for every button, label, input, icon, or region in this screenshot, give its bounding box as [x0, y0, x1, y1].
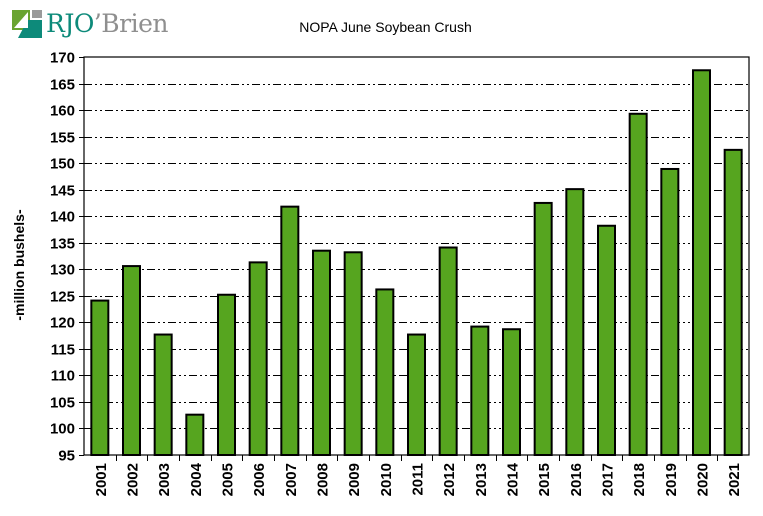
logo-mark-icon — [12, 10, 42, 38]
bar-2011 — [407, 333, 426, 456]
company-logo: RJO’Brien — [12, 9, 169, 39]
x-tick-label: 2011 — [410, 463, 427, 496]
bar-2003 — [153, 333, 173, 456]
y-tick-label: 105 — [50, 395, 75, 412]
x-tick-label: 2019 — [663, 463, 680, 496]
bar-2001 — [90, 299, 110, 456]
bar-2013 — [470, 325, 490, 456]
bar-2021 — [723, 148, 743, 456]
y-tick-label: 130 — [50, 262, 75, 279]
bar-2015 — [533, 201, 553, 456]
x-tick-label: 2007 — [283, 463, 300, 496]
x-tick-label: 2021 — [726, 463, 743, 496]
bar-2005 — [217, 293, 236, 457]
x-tick-label: 2010 — [378, 463, 395, 496]
x-tick-label: 2016 — [568, 463, 585, 496]
x-tick-label: 2003 — [156, 463, 173, 496]
x-tick-label: 2020 — [695, 463, 712, 496]
bar-2017 — [597, 224, 616, 456]
bar-2007 — [280, 205, 300, 456]
x-tick-label: 2004 — [188, 462, 205, 496]
x-tick-label: 2005 — [220, 463, 237, 496]
bar-2012 — [438, 246, 458, 456]
bar-2002 — [122, 265, 141, 456]
y-tick-label: 160 — [50, 103, 75, 120]
y-tick-label: 125 — [50, 289, 75, 306]
x-tick-label: 2008 — [315, 463, 332, 496]
chart-title: NOPA June Soybean Crush — [299, 19, 472, 35]
bar-2018 — [628, 112, 648, 456]
y-tick-label: 140 — [50, 209, 75, 226]
bar-2014 — [502, 328, 521, 456]
bar-2009 — [343, 251, 363, 456]
bar-2006 — [248, 261, 268, 457]
x-tick-label: 2006 — [251, 463, 268, 496]
bar-2019 — [660, 167, 680, 456]
y-tick-label: 135 — [50, 236, 75, 253]
x-tick-label: 2009 — [346, 463, 363, 496]
y-tick-label: 115 — [51, 342, 75, 359]
y-tick-label: 110 — [51, 368, 75, 385]
logo-text: RJO’Brien — [46, 9, 169, 38]
y-tick-label: 95 — [58, 448, 75, 465]
y-tick-label: 150 — [50, 156, 75, 173]
y-tick-label: 165 — [50, 77, 75, 94]
x-tick-label: 2001 — [93, 463, 110, 496]
x-tick-label: 2015 — [536, 463, 553, 496]
y-tick-label: 155 — [50, 130, 75, 147]
x-tick-label: 2012 — [441, 463, 458, 496]
x-tick-label: 2002 — [125, 463, 142, 496]
bar-2008 — [312, 249, 331, 456]
bar-2016 — [565, 188, 585, 457]
y-tick-label: 170 — [50, 50, 75, 67]
y-tick-label: 100 — [50, 421, 75, 438]
bar-2020 — [692, 69, 711, 457]
x-tick-label: 2017 — [600, 463, 617, 496]
y-tick-label: 120 — [50, 315, 75, 332]
x-tick-label: 2013 — [473, 463, 490, 496]
bar-2004 — [185, 413, 205, 457]
y-tick-label: 145 — [50, 183, 75, 200]
x-tick-label: 2014 — [505, 462, 522, 496]
bar-2010 — [375, 288, 395, 456]
x-tick-label: 2018 — [631, 463, 648, 496]
